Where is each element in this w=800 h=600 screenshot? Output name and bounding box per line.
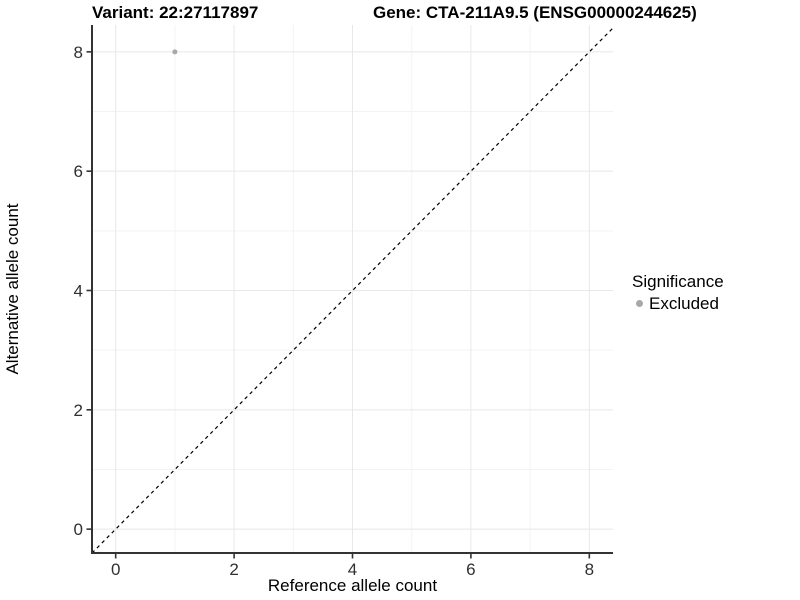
variant-title: Variant: 22:27117897 [92,3,259,22]
legend-title: Significance [632,272,724,291]
axis-lines [91,25,613,554]
identity-reference-line [91,27,614,554]
x-tick-label: 8 [585,560,594,579]
y-tick-label: 8 [74,43,83,62]
legend-item-excluded: Excluded [632,293,724,314]
y-tick-label: 0 [74,520,83,539]
y-axis-title: Alternative allele count [3,203,22,375]
data-points [172,49,178,55]
legend-item-label: Excluded [649,294,719,313]
excluded-point-icon [636,300,643,307]
y-tick-label: 6 [74,162,83,181]
x-tick-label: 4 [348,560,357,579]
axis-ticks [86,51,591,559]
legend: Significance Excluded [632,271,724,314]
legend-key-box [632,295,647,312]
gene-title: Gene: CTA-211A9.5 (ENSG00000244625) [373,3,697,22]
x-axis-title: Reference allele count [267,576,438,595]
x-tick-label: 6 [466,560,475,579]
major-gridlines [92,25,613,553]
y-tick-label: 2 [74,401,83,420]
identity-line [91,27,614,554]
x-tick-label: 0 [111,560,120,579]
y-tick-label: 4 [74,281,83,300]
data-point-excluded [172,49,178,55]
axis-tick-labels: 0 2 4 6 8 0 2 4 6 8 [74,43,595,579]
x-tick-label: 2 [229,560,238,579]
